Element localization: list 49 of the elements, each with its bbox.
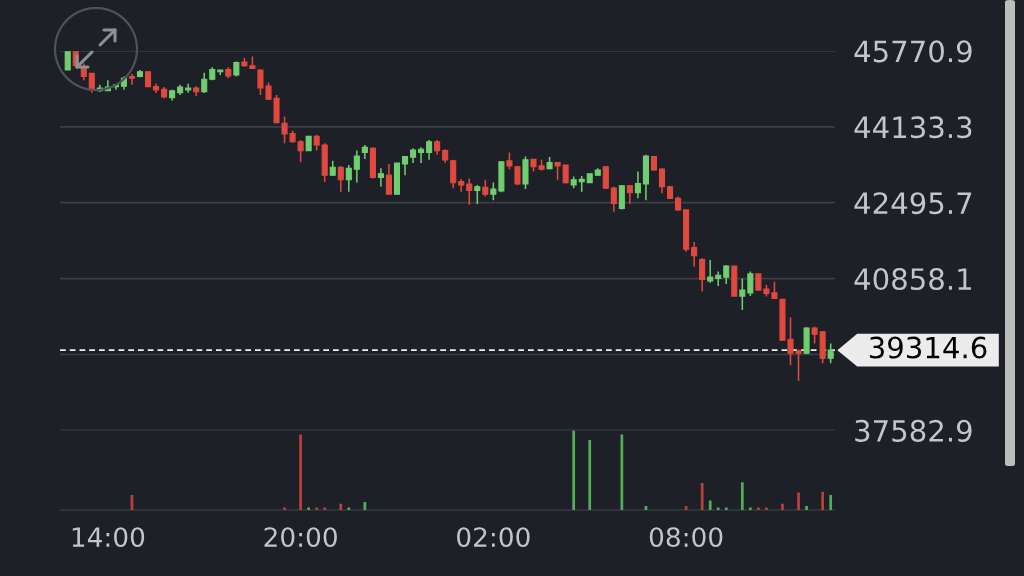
bar (740, 482, 744, 510)
bar (620, 434, 624, 510)
candlestick (418, 146, 425, 164)
x-tick-label: 20:00 (264, 527, 337, 548)
candlestick (691, 241, 698, 268)
bar (797, 492, 800, 510)
candlestick (739, 277, 746, 311)
bar (781, 503, 784, 510)
ref-line-label: 39314.6 (869, 336, 987, 359)
bar (588, 439, 592, 510)
y-tick-label: 37582.9 (855, 419, 972, 442)
bar (821, 491, 824, 510)
candlestick (377, 167, 384, 188)
bar (363, 502, 367, 510)
candlestick (337, 165, 344, 193)
candlestick (474, 184, 481, 205)
candlestick (699, 257, 706, 293)
candlestick (128, 73, 136, 86)
x-tick-label: 02:00 (457, 527, 530, 548)
candlestick (353, 149, 360, 184)
y-tick-label: 45770.9 (854, 40, 972, 63)
candlestick (610, 185, 617, 213)
candlestick (345, 164, 352, 193)
candlestick (466, 177, 473, 206)
candlestick (426, 139, 433, 161)
candlestick (450, 159, 457, 189)
candlestick (64, 51, 71, 71)
y-tick-label: 44133.3 (854, 116, 972, 139)
bar (829, 494, 833, 510)
candlestick (658, 167, 666, 194)
bar (708, 500, 712, 510)
candlestick (827, 342, 834, 365)
y-tick-label: 40858.1 (854, 268, 971, 291)
candlestick (723, 264, 730, 285)
bar (700, 482, 704, 510)
y-tick-label: 42495.7 (854, 192, 972, 215)
bar (339, 503, 343, 510)
candlestick (385, 163, 392, 195)
candlestick (401, 155, 409, 176)
candlestick (201, 71, 208, 94)
candlestick (707, 259, 714, 284)
bar (299, 434, 302, 510)
candlestick (715, 270, 722, 287)
bar (572, 430, 576, 510)
bar (805, 506, 808, 510)
x-tick-label: 14:00 (72, 527, 145, 548)
x-tick-label: 08:00 (649, 527, 723, 548)
candlestick (747, 270, 754, 297)
candlestick (634, 170, 641, 200)
